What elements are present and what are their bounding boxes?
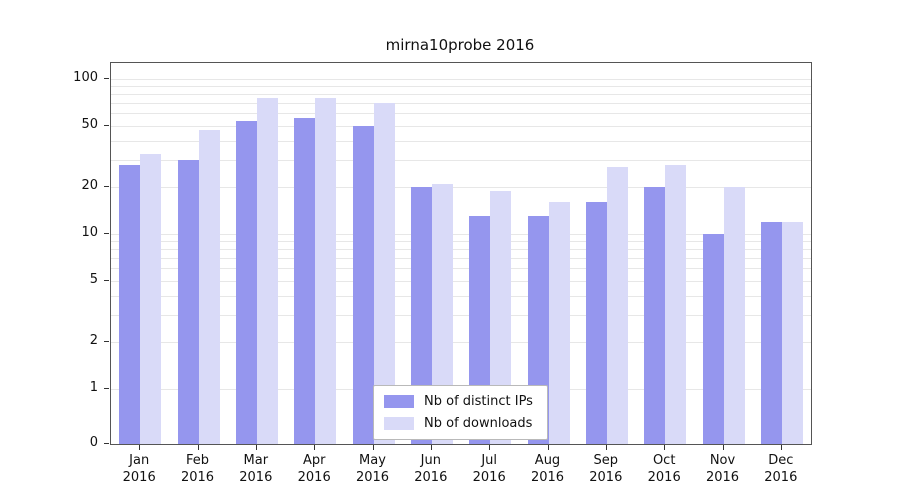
y-tick-label: 20 — [81, 178, 98, 194]
x-tick-label: Dec 2016 — [764, 453, 798, 485]
bar-distinct-ips-feb — [177, 160, 199, 444]
bar-downloads-dec — [781, 221, 803, 444]
gridline — [111, 315, 811, 316]
x-tick-mark — [722, 445, 724, 450]
gridline — [111, 140, 811, 142]
chart-title: mirna10probe 2016 — [385, 36, 535, 54]
x-tick-mark — [139, 445, 141, 450]
gridline — [111, 86, 811, 88]
y-tick-mark — [104, 443, 109, 444]
bar-downloads-mar — [256, 98, 278, 444]
x-tick-mark — [197, 445, 199, 450]
x-tick-label: Jul 2016 — [472, 453, 506, 485]
x-tick-label: May 2016 — [355, 453, 390, 485]
x-tick-label: Jun 2016 — [414, 453, 448, 485]
y-tick-mark — [104, 186, 109, 188]
bar-distinct-ips-oct — [644, 187, 666, 444]
gridline — [111, 125, 811, 127]
bar-distinct-ips-may — [352, 125, 374, 444]
x-tick-label: Aug 2016 — [530, 453, 565, 485]
gridline — [111, 234, 811, 235]
bar-distinct-ips-jun — [410, 187, 432, 444]
gridline — [111, 160, 811, 161]
gridline — [111, 295, 811, 297]
gridline — [111, 249, 811, 250]
bar-distinct-ips-nov — [702, 234, 724, 444]
bar-downloads-aug — [548, 202, 570, 444]
x-tick-label: Mar 2016 — [239, 453, 273, 485]
y-tick-label: 2 — [89, 333, 98, 349]
bar-downloads-jul — [490, 190, 512, 444]
y-tick-label: 1 — [89, 380, 98, 395]
y-tick-label: 5 — [89, 271, 98, 287]
x-tick-label: Feb 2016 — [180, 453, 215, 485]
y-tick-mark — [104, 341, 109, 343]
bar-distinct-ips-sep — [585, 202, 607, 444]
bar-downloads-sep — [606, 167, 628, 444]
x-tick-label: Sep 2016 — [589, 453, 623, 485]
x-tick-mark — [430, 445, 432, 450]
gridline — [111, 79, 811, 80]
bar-distinct-ips-mar — [235, 120, 257, 444]
plot-area: Nb of distinct IPs Nb of downloads — [110, 62, 812, 445]
bar-downloads-jan — [140, 153, 162, 444]
legend: Nb of distinct IPs Nb of downloads — [373, 385, 548, 440]
x-tick-label: Nov 2016 — [705, 453, 740, 485]
x-tick-mark — [605, 445, 607, 450]
bar-downloads-jun — [431, 184, 453, 444]
legend-label-downloads: Nb of downloads — [424, 416, 533, 431]
y-tick-mark — [104, 124, 109, 126]
legend-swatch-downloads — [384, 417, 414, 430]
y-tick-mark — [104, 388, 109, 389]
x-tick-mark — [314, 445, 316, 450]
bar-downloads-may — [373, 103, 395, 444]
bar-distinct-ips-jan — [119, 164, 141, 444]
gridline — [111, 94, 811, 95]
bar-downloads-oct — [665, 164, 687, 444]
bar-distinct-ips-dec — [760, 221, 782, 444]
gridline — [111, 268, 811, 270]
gridline — [111, 258, 811, 259]
y-tick-mark — [104, 233, 109, 234]
x-tick-label: Jan 2016 — [122, 453, 156, 485]
bar-distinct-ips-apr — [294, 118, 316, 444]
x-tick-mark — [255, 445, 257, 450]
y-tick-label: 100 — [73, 70, 98, 85]
gridline — [111, 103, 811, 104]
y-tick-label: 50 — [81, 116, 98, 132]
legend-swatch-distinct-ips — [384, 395, 414, 408]
x-tick-mark — [780, 445, 782, 450]
gridline — [111, 187, 811, 189]
gridline — [111, 241, 811, 243]
x-tick-mark — [489, 445, 491, 450]
y-tick-label: 0 — [89, 435, 98, 450]
legend-label-distinct-ips: Nb of distinct IPs — [424, 394, 533, 409]
bar-downloads-apr — [315, 98, 337, 444]
gridline — [111, 113, 811, 115]
x-tick-mark — [664, 445, 666, 450]
legend-item-downloads: Nb of downloads — [384, 416, 533, 431]
x-tick-label: Oct 2016 — [647, 453, 681, 485]
y-tick-mark — [104, 78, 109, 79]
legend-item-distinct-ips: Nb of distinct IPs — [384, 394, 533, 409]
gridline — [111, 342, 811, 344]
gridline — [111, 280, 811, 282]
y-tick-mark — [104, 279, 109, 281]
bar-downloads-feb — [198, 129, 220, 444]
x-tick-mark — [547, 445, 549, 450]
x-tick-mark — [372, 445, 374, 450]
x-tick-label: Apr 2016 — [297, 453, 331, 485]
bar-downloads-nov — [723, 187, 745, 444]
y-tick-label: 10 — [81, 225, 98, 240]
